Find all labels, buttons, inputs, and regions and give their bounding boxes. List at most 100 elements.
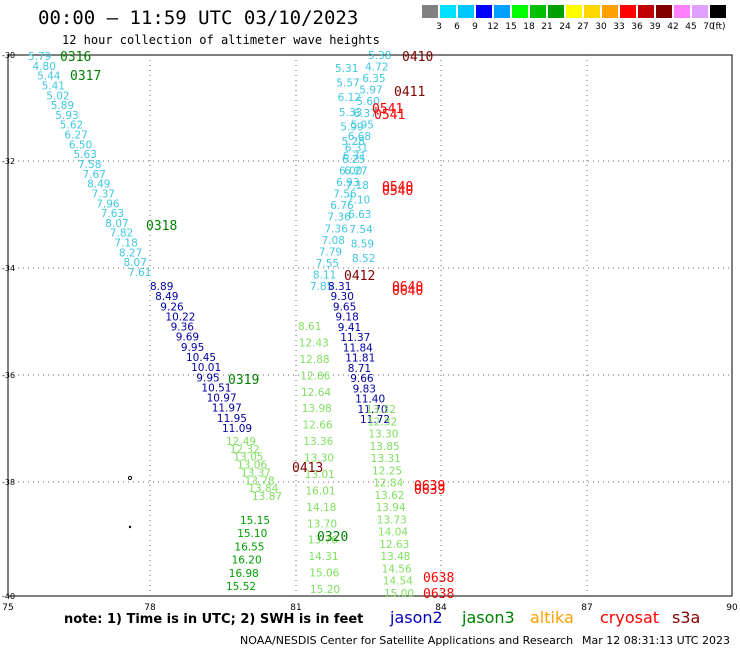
color-legend-label: 15 xyxy=(505,22,517,32)
map-frame xyxy=(7,54,733,597)
wave-height-label: 15.20 xyxy=(310,584,340,596)
wave-height-label: 16.55 xyxy=(234,541,264,553)
wave-height-label: 11.97 xyxy=(212,403,242,415)
wave-height-label: 7.55 xyxy=(316,258,339,270)
wave-height-label: 10.97 xyxy=(207,393,237,405)
color-legend-swatch xyxy=(422,5,438,18)
color-legend-label: 18 xyxy=(523,22,535,32)
color-legend-swatch xyxy=(710,5,726,18)
wave-height-label: 12.32 xyxy=(230,444,260,456)
wave-height-label: 8.27 xyxy=(119,247,142,259)
wave-height-label: 6.12 xyxy=(338,92,361,104)
wave-height-label: 7.18 xyxy=(114,238,137,250)
wave-height-label: 6.00 xyxy=(339,166,362,178)
wave-height-label: 12.66 xyxy=(303,420,333,432)
wave-height-label: 11.40 xyxy=(355,394,385,406)
wave-height-label: 7.67 xyxy=(83,169,106,181)
orbit-number-label: 0639 xyxy=(414,479,445,494)
orbit-number-label: 0318 xyxy=(146,219,177,234)
wave-height-label: 14.56 xyxy=(382,564,412,576)
wave-height-label: 11.95 xyxy=(217,413,247,425)
wave-height-label: 7.58 xyxy=(78,159,101,171)
wave-height-label: 7.96 xyxy=(96,198,120,210)
color-legend-label: 27 xyxy=(577,22,589,32)
wave-height-label: 11.84 xyxy=(343,342,373,354)
wave-height-label: 8.07 xyxy=(105,218,128,230)
wave-height-label: 14.18 xyxy=(306,502,336,514)
wave-height-label: 5.02 xyxy=(46,90,69,102)
wave-height-label: 15.10 xyxy=(237,528,267,540)
wave-height-label: 8.49 xyxy=(87,179,110,191)
legend-jason2: jason2 xyxy=(390,608,443,627)
wave-height-label: 8.31 xyxy=(328,281,351,293)
color-legend-swatch xyxy=(584,5,600,18)
wave-height-label: 5.89 xyxy=(51,100,74,112)
wave-height-label: 10.45 xyxy=(186,352,216,364)
wave-height-label: 5.93 xyxy=(55,110,78,122)
wave-height-label: 9.18 xyxy=(335,312,358,324)
wave-height-label: 7.56 xyxy=(333,189,357,201)
wave-height-label: 9.26 xyxy=(160,301,184,313)
color-legend-label: 33 xyxy=(613,22,625,32)
wave-height-label: 8.52 xyxy=(352,253,375,265)
lon-tick-label: 75 xyxy=(2,603,13,610)
wave-height-label: 5.95 xyxy=(351,119,374,131)
wave-height-label: 8.59 xyxy=(351,238,374,250)
wave-height-label: 6.37 xyxy=(354,108,377,120)
wave-height-label: 15.52 xyxy=(226,581,256,593)
wave-height-label: 7.08 xyxy=(322,235,345,247)
legend-cryosat: cryosat xyxy=(600,608,660,627)
wave-height-label: 13.30 xyxy=(368,429,398,441)
wave-height-label: 5.62 xyxy=(60,120,83,132)
wave-height-label: 13.76 xyxy=(308,535,338,547)
wave-height-label: 10.01 xyxy=(191,362,221,374)
wave-height-label: 11.72 xyxy=(360,414,390,426)
color-legend-label: 6 xyxy=(454,22,460,32)
lat-tick-label: -38 xyxy=(2,478,15,487)
orbit-number-label: 0638 xyxy=(423,571,454,586)
wave-height-label: 5.79 xyxy=(28,51,51,63)
color-legend-label: 9 xyxy=(472,22,478,32)
lon-tick-label: 90 xyxy=(726,603,738,610)
island-marker xyxy=(128,525,132,529)
orbit-number-label: 0540 xyxy=(382,180,413,195)
lon-tick-label: 81 xyxy=(290,603,301,610)
orbit-number-label: 0317 xyxy=(70,69,101,84)
lat-tick-label: -36 xyxy=(2,371,15,380)
wave-height-label: 6.25 xyxy=(342,154,365,166)
wave-height-label: 10.22 xyxy=(165,311,195,323)
wave-height-label: 6.27 xyxy=(344,165,367,177)
wave-height-label: 14.54 xyxy=(383,576,413,588)
color-legend-label: 36 xyxy=(631,22,643,32)
wave-height-label: 16.20 xyxy=(232,555,262,567)
lon-tick-label: 87 xyxy=(581,603,592,610)
wave-height-label: 16.01 xyxy=(306,485,336,497)
wave-height-label: 7.85 xyxy=(310,281,333,293)
wave-height-label: 7.79 xyxy=(319,246,342,258)
wave-height-label: 12.25 xyxy=(372,465,402,477)
wave-height-label: 14.31 xyxy=(309,551,339,563)
color-legend-swatch xyxy=(458,5,474,18)
wave-height-label: 13.32 xyxy=(366,404,396,416)
wave-height-label: 8.49 xyxy=(155,291,178,303)
wave-height-label: 5.99 xyxy=(340,122,363,134)
page-subtitle: 12 hour collection of altimeter wave hei… xyxy=(62,33,380,47)
wave-height-label: 12.63 xyxy=(379,539,409,551)
wave-height-label: 8.89 xyxy=(150,281,173,293)
wave-height-label: 9.30 xyxy=(331,291,354,303)
wave-height-label: 12.32 xyxy=(367,416,397,428)
wave-height-label: 12.64 xyxy=(301,387,331,399)
wave-height-label: 8.11 xyxy=(313,269,336,281)
legend-jason3: jason3 xyxy=(462,608,515,627)
lon-tick-label: 84 xyxy=(435,603,447,610)
footer-credit: NOAA/NESDIS Center for Satellite Applica… xyxy=(240,634,574,647)
orbit-number-label: 0541 xyxy=(372,102,403,117)
orbit-number-label: 0411 xyxy=(394,85,425,100)
color-legend-label: 70 xyxy=(703,22,715,32)
wave-height-label: 13.70 xyxy=(307,518,337,530)
wave-height-label: 11.37 xyxy=(340,332,370,344)
legend-altika: altika xyxy=(530,608,574,627)
wave-height-label: 13.36 xyxy=(303,436,333,448)
wave-height-label: 15.15 xyxy=(240,515,270,527)
wave-height-label: 13.06 xyxy=(237,460,267,472)
